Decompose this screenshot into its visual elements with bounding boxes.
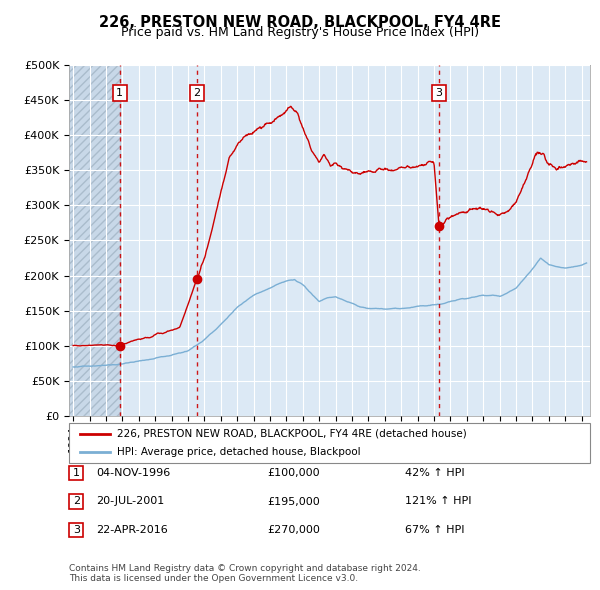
Text: 3: 3 [436,88,443,98]
Text: 2: 2 [73,497,80,506]
Text: HPI: Average price, detached house, Blackpool: HPI: Average price, detached house, Blac… [117,447,361,457]
Bar [119,65,197,416]
Text: £100,000: £100,000 [267,468,320,478]
Text: 42% ↑ HPI: 42% ↑ HPI [405,468,464,478]
Text: £195,000: £195,000 [267,497,320,506]
Text: 2: 2 [193,88,200,98]
Bar [69,65,119,416]
Text: 1: 1 [73,468,80,478]
Text: 04-NOV-1996: 04-NOV-1996 [97,468,171,478]
Text: £270,000: £270,000 [267,525,320,535]
Text: 121% ↑ HPI: 121% ↑ HPI [405,497,472,506]
Text: 1: 1 [116,88,123,98]
Text: 226, PRESTON NEW ROAD, BLACKPOOL, FY4 4RE: 226, PRESTON NEW ROAD, BLACKPOOL, FY4 4R… [99,15,501,30]
Text: 3: 3 [73,525,80,535]
Text: Contains HM Land Registry data © Crown copyright and database right 2024.
This d: Contains HM Land Registry data © Crown c… [69,563,421,583]
Text: 22-APR-2016: 22-APR-2016 [97,525,169,535]
Text: 226, PRESTON NEW ROAD, BLACKPOOL, FY4 4RE (detached house): 226, PRESTON NEW ROAD, BLACKPOOL, FY4 4R… [117,429,467,439]
Bar [69,65,119,416]
Text: Price paid vs. HM Land Registry's House Price Index (HPI): Price paid vs. HM Land Registry's House … [121,26,479,39]
Text: 20-JUL-2001: 20-JUL-2001 [97,497,165,506]
Text: 67% ↑ HPI: 67% ↑ HPI [405,525,464,535]
